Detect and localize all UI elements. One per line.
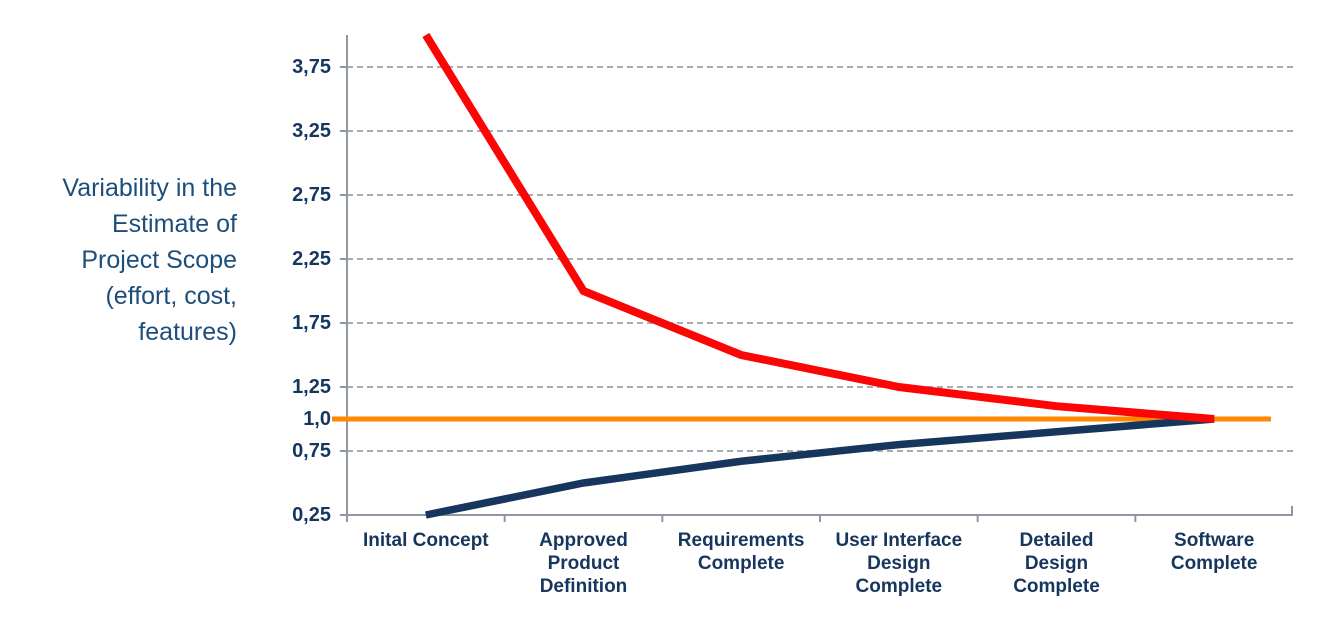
x-category-label: User Interface Design Complete — [835, 530, 963, 597]
y-tick-label: 1,75 — [292, 312, 331, 334]
y-tick-label: 0,75 — [292, 440, 331, 462]
x-category-label: Detailed Design Complete — [1013, 530, 1100, 597]
x-category-label: Approved Product Definition — [539, 530, 628, 597]
y-axis-title-line: Project Scope — [81, 246, 237, 274]
y-tick-label: 2,25 — [292, 248, 331, 270]
y-tick-label: 3,25 — [292, 120, 331, 142]
y-tick-label: 0,25 — [292, 504, 331, 526]
upper-bound-line — [422, 32, 1215, 423]
x-category-label: Inital Concept — [363, 530, 489, 551]
y-tick-label: 1,0 — [303, 408, 331, 430]
y-axis-title-line: Estimate of — [111, 210, 237, 238]
y-tick-label: 2,75 — [292, 184, 331, 206]
y-axis-title-line: (effort, cost, — [105, 282, 237, 310]
y-axis-title-line: features) — [138, 318, 237, 346]
y-tick-label: 1,25 — [292, 376, 331, 398]
lower-bound-line — [425, 415, 1215, 519]
y-axis-title: Variability in the Estimate of Project S… — [0, 170, 237, 350]
x-category-label: Requirements Complete — [677, 530, 805, 574]
y-tick-label: 3,75 — [292, 56, 331, 78]
x-category-label: Software Complete — [1170, 530, 1258, 574]
y-axis-title-line: Variability in the — [62, 174, 237, 202]
